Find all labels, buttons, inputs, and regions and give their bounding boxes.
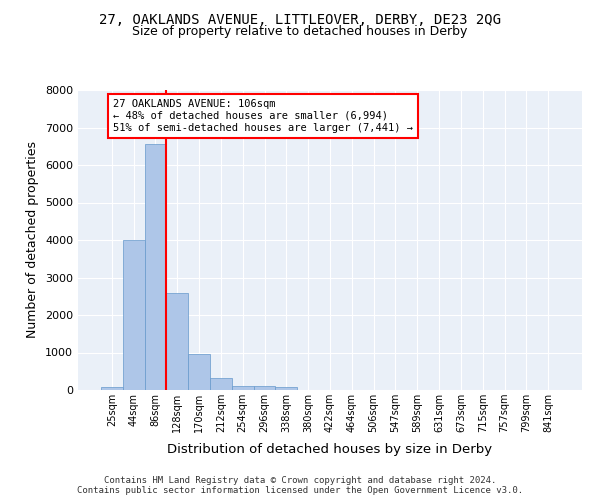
Bar	[101, 387, 123, 390]
Text: 27 OAKLANDS AVENUE: 106sqm
← 48% of detached houses are smaller (6,994)
51% of s: 27 OAKLANDS AVENUE: 106sqm ← 48% of deta…	[113, 100, 413, 132]
Bar	[188, 354, 210, 390]
Text: Size of property relative to detached houses in Derby: Size of property relative to detached ho…	[133, 25, 467, 38]
Bar	[166, 292, 188, 390]
Text: 27, OAKLANDS AVENUE, LITTLEOVER, DERBY, DE23 2QG: 27, OAKLANDS AVENUE, LITTLEOVER, DERBY, …	[99, 12, 501, 26]
Y-axis label: Number of detached properties: Number of detached properties	[26, 142, 40, 338]
Text: Contains HM Land Registry data © Crown copyright and database right 2024.
Contai: Contains HM Land Registry data © Crown c…	[77, 476, 523, 495]
Text: Distribution of detached houses by size in Derby: Distribution of detached houses by size …	[167, 442, 493, 456]
Bar	[210, 378, 232, 390]
Bar	[254, 386, 275, 390]
Bar	[145, 144, 166, 390]
Bar	[123, 240, 145, 390]
Bar	[275, 387, 297, 390]
Bar	[232, 386, 254, 390]
